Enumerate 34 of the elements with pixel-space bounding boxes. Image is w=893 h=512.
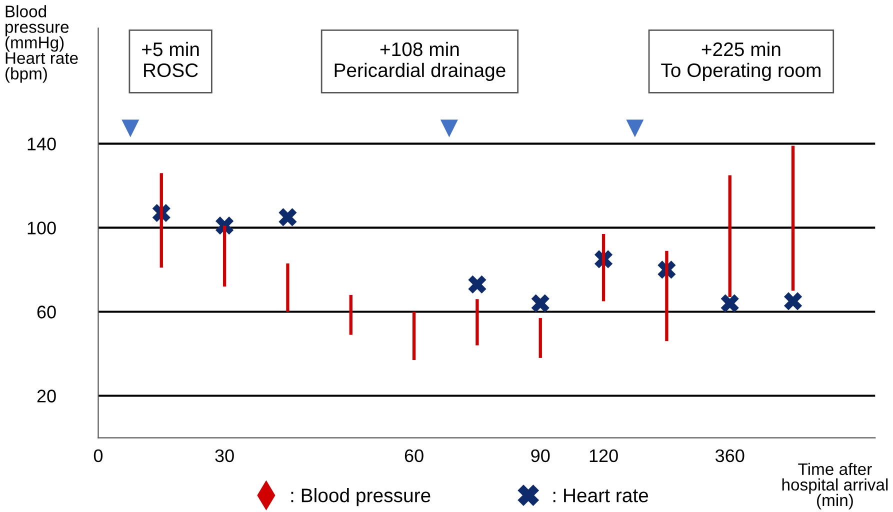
bar: [412, 312, 416, 360]
annotation: +108 min Pericardial drainage: [334, 42, 506, 81]
point: [216, 216, 234, 235]
bar: [349, 294, 352, 335]
bar: [286, 263, 290, 312]
y-tick-label: 140: [28, 138, 56, 150]
point: [720, 294, 739, 312]
bar: [538, 318, 542, 358]
point: [531, 294, 550, 312]
x-tick-label: 120: [590, 449, 618, 462]
bar: [476, 299, 479, 346]
x-tick-label: 90: [531, 449, 550, 462]
point: [278, 208, 297, 226]
bar: [602, 234, 606, 302]
y-axis-title: Blood pressure (mmHg) Heart rate (bpm): [6, 5, 78, 83]
point: [468, 275, 486, 294]
x-tick-label: 360: [715, 449, 744, 462]
x-tick-label: 0: [94, 449, 103, 462]
x-axis-title: Time after hospital arrival (min): [782, 462, 888, 510]
bar: [791, 146, 795, 291]
legend-label: : Blood pressure: [291, 488, 430, 506]
y-tick-label: 60: [37, 306, 56, 318]
bar: [665, 250, 668, 342]
legend-label: : Heart rate: [553, 488, 648, 502]
y-tick-label: 20: [37, 390, 56, 402]
y-tick-label: 100: [28, 222, 56, 234]
annotation: +225 min To Operating room: [661, 42, 820, 81]
bar: [222, 226, 226, 287]
x-tick-label: 60: [404, 449, 424, 462]
bar: [160, 173, 163, 268]
bar: [728, 175, 732, 298]
point: [784, 292, 802, 310]
x-tick-label: 30: [215, 449, 234, 462]
annotation: +5 min ROSC: [142, 42, 199, 78]
